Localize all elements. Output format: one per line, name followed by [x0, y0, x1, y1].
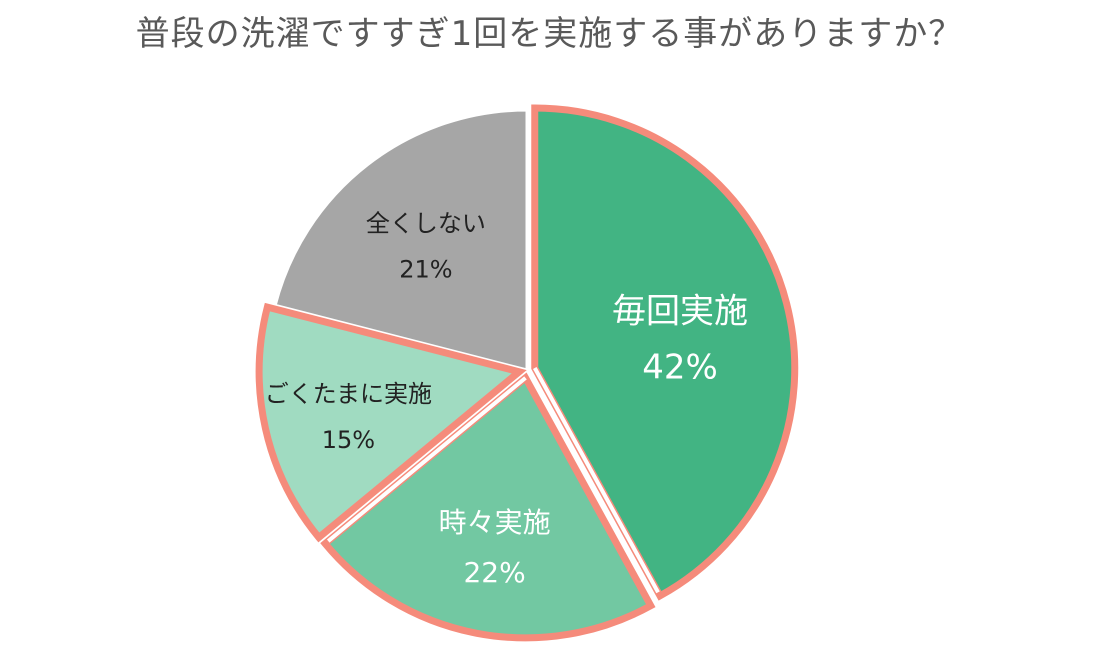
- slice-separator: [532, 367, 660, 594]
- pie-slice: [531, 104, 799, 601]
- chart-title: 普段の洗濯ですすぎ1回を実施する事がありますか？: [135, 14, 964, 54]
- pie-slice: [320, 372, 656, 642]
- pie-slice: [273, 108, 529, 372]
- slice-separator: [326, 376, 527, 543]
- slice-category-label: 時々実施: [439, 506, 551, 539]
- slice-category-label: 毎回実施: [612, 292, 748, 332]
- slice-value-label: 22%: [463, 556, 525, 589]
- slice-value-label: 21%: [399, 256, 452, 284]
- slice-category-label: ごくたまに実施: [265, 380, 432, 408]
- slice-value-label: 15%: [322, 426, 375, 454]
- pie-slice: [255, 302, 527, 543]
- slice-category-label: 全くしない: [366, 210, 486, 238]
- slice-value-label: 42%: [642, 348, 718, 388]
